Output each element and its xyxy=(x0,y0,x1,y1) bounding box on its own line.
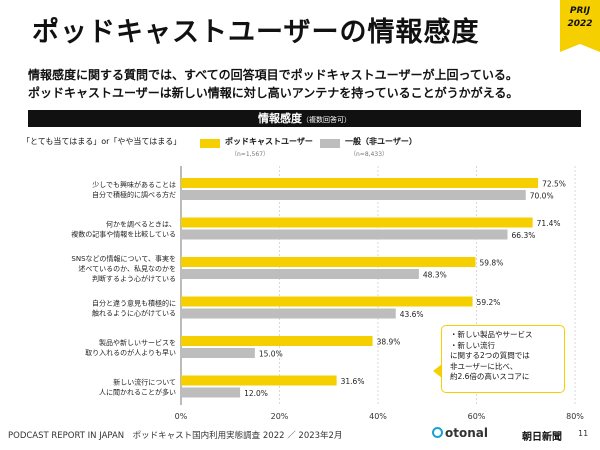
subtitle-line-2: ポッドキャストユーザーは新しい情報に対し高いアンテナを持っていることがうかがえる… xyxy=(28,86,519,100)
page-number: 11 xyxy=(578,429,589,438)
otonal-mark-icon xyxy=(432,427,443,438)
report-badge: PRIJ 2022 xyxy=(560,0,600,52)
category-label: 複数の記事や情報を比較している xyxy=(71,230,176,239)
value-label: 70.0% xyxy=(530,192,554,201)
bar xyxy=(181,387,241,398)
bar xyxy=(181,296,473,307)
bar xyxy=(181,190,526,200)
bar xyxy=(181,217,533,228)
category-label: 判断するよう心がけている xyxy=(92,274,176,283)
page-title: ポッドキャストユーザーの情報感度 xyxy=(32,17,480,48)
value-label: 12.0% xyxy=(244,389,268,398)
x-tick-label: 40% xyxy=(369,412,387,421)
callout-line: ・新しい製品やサービス xyxy=(450,330,533,339)
bar xyxy=(181,308,396,319)
bar xyxy=(181,229,508,240)
x-tick-label: 0% xyxy=(175,412,188,421)
value-label: 48.3% xyxy=(423,271,447,280)
category-label: 取り入れるのが人よりも早い xyxy=(85,348,176,357)
section-note: （複数回答可） xyxy=(302,116,351,124)
x-tick-label: 80% xyxy=(566,412,584,421)
section-header: 情報感度（複数回答可） xyxy=(28,110,581,127)
callout-line: ・新しい流行 xyxy=(450,340,495,350)
category-label: 新しい流行について xyxy=(113,378,176,387)
footer-source: PODCAST REPORT IN JAPAN ポッドキャスト国内利用実態調査 … xyxy=(8,431,343,441)
bar xyxy=(181,257,476,267)
value-label: 38.9% xyxy=(377,338,401,347)
value-label: 59.2% xyxy=(477,298,501,307)
subtitle-line-1: 情報感度に関する質問では、すべての回答項目でポッドキャストユーザーが上回っている… xyxy=(28,68,518,82)
asahi-logo: 朝日新聞 xyxy=(522,432,562,443)
bar xyxy=(181,178,539,188)
x-tick-label: 20% xyxy=(271,412,289,421)
bar xyxy=(181,375,337,386)
category-label: 触れるように心がけている xyxy=(92,309,176,318)
category-label: 製品や新しいサービスを xyxy=(99,338,176,347)
question-caption: 「とても当てはまる」or「やや当てはまる」 xyxy=(22,137,182,146)
bar xyxy=(181,336,373,346)
legend-label-general: 一般（非ユーザー） xyxy=(345,137,417,146)
value-label: 71.4% xyxy=(537,219,561,228)
section-title: 情報感度 xyxy=(258,112,302,125)
category-label: 人に聞かれることが多い xyxy=(99,388,176,397)
value-label: 66.3% xyxy=(512,231,536,240)
value-label: 59.8% xyxy=(480,259,504,268)
badge-line-1: PRIJ xyxy=(569,6,591,16)
category-label: 述べているのか、私見なのかを xyxy=(78,264,176,273)
callout-line: に関する2つの質問では xyxy=(450,351,530,360)
legend-label-podcast: ポッドキャストユーザー xyxy=(225,137,313,146)
category-label: 自分と違う意見も積極的に xyxy=(92,299,176,308)
value-label: 31.6% xyxy=(341,377,365,386)
callout-box: ・新しい製品やサービス ・新しい流行 に関する2つの質問では 非ユーザーに比べ、… xyxy=(433,325,565,393)
legend-swatch-podcast xyxy=(200,139,220,148)
value-label: 15.0% xyxy=(259,350,283,359)
badge-line-2: 2022 xyxy=(567,19,593,29)
bar xyxy=(181,269,419,279)
x-tick-label: 60% xyxy=(468,412,486,421)
callout-line: 約2.6倍の高いスコアに xyxy=(450,372,530,381)
callout-pointer xyxy=(433,364,442,378)
value-label: 43.6% xyxy=(400,310,424,319)
legend-swatch-general xyxy=(320,139,340,148)
category-label: 少しでも興味があることは xyxy=(92,180,176,189)
category-label: 何かを調べるときは、 xyxy=(106,220,176,229)
category-label: SNSなどの情報について、事実を xyxy=(71,254,176,263)
bar xyxy=(181,348,255,358)
legend-n-general: （n=8,433） xyxy=(350,151,389,158)
category-label: 自分で積極的に調べる方だ xyxy=(92,190,176,199)
callout-line: 非ユーザーに比べ、 xyxy=(450,361,518,371)
otonal-logo-text: otonal xyxy=(445,426,488,440)
value-label: 72.5% xyxy=(542,180,566,189)
otonal-logo: otonal xyxy=(432,426,488,440)
legend-n-podcast: （n=1,567） xyxy=(231,151,270,158)
